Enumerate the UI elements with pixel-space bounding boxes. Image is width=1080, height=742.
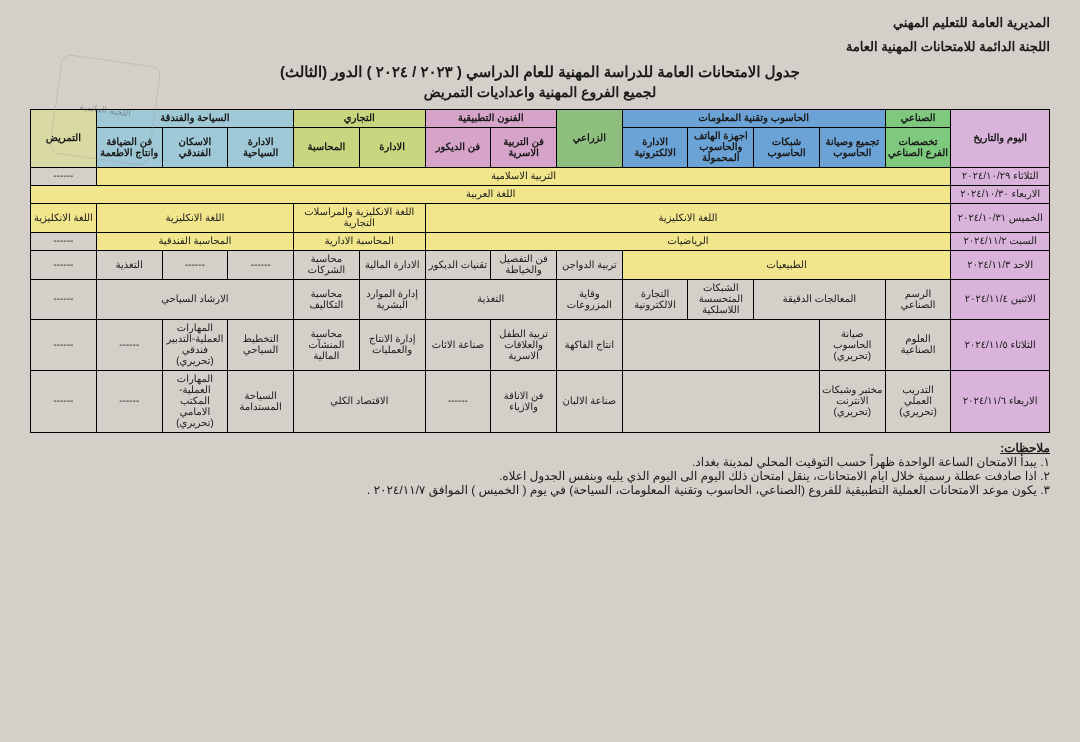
grp-industrial: الصناعي — [885, 110, 951, 128]
row-0: الثلاثاء ٢٠٢٤/١٠/٢٩ التربية الاسلامية --… — [31, 168, 1050, 186]
empty-cell: ------ — [228, 251, 294, 280]
practical: التدريب العملي (تحريري) — [885, 371, 951, 433]
empty-cell: ------ — [31, 168, 97, 186]
plant: وقاية المزروعات — [556, 280, 622, 320]
fin-admin: الادارة المالية — [359, 251, 425, 280]
subject-full: التربية الاسلامية — [96, 168, 951, 186]
sub-com2: المحاسبة — [294, 128, 360, 168]
empty-cell: ------ — [162, 251, 228, 280]
empty-cell: ------ — [96, 320, 162, 371]
subject-full: اللغة العربية — [31, 186, 951, 204]
empty-cell: ------ — [31, 371, 97, 433]
row-2: الخميس ٢٠٢٤/١٠/٣١ اللغة الانكليزية اللغة… — [31, 204, 1050, 233]
decor-tech: تقنيات الديكور — [425, 251, 491, 280]
empty-cell: ------ — [31, 233, 97, 251]
sub-tou1: الادارة السياحية — [228, 128, 294, 168]
empty-cell: ------ — [31, 320, 97, 371]
date-cell: الخميس ٢٠٢٤/١٠/٣١ — [951, 204, 1050, 233]
phys: الطبيعيات — [622, 251, 951, 280]
eng-nurs: اللغة الانكليزية — [31, 204, 97, 233]
note-3: ٣. يكون موعد الامتحانات العملية التطبيقي… — [30, 483, 1050, 497]
sub-com1: الادارة — [359, 128, 425, 168]
date-cell: الاربعاء ٢٠٢٤/١٠/٣٠ — [951, 186, 1050, 204]
row-3: السبت ٢٠٢٤/١١/٢ الرياضيات المحاسبة الادا… — [31, 233, 1050, 251]
tour-plan: التخطيط السياحي — [228, 320, 294, 371]
date-cell: الثلاثاء ٢٠٢٤/١٠/٢٩ — [951, 168, 1050, 186]
empty-cell: ------ — [96, 371, 162, 433]
acc-admin: المحاسبة الادارية — [294, 233, 425, 251]
date-cell: الاحد ٢٠٢٤/١١/٣ — [951, 251, 1050, 280]
ind-draw: الرسم الصناعي — [885, 280, 951, 320]
empty-cell — [622, 320, 819, 371]
fashion: فن الاناقة والازياء — [491, 371, 557, 433]
nutrition: التغذية — [96, 251, 162, 280]
grp-agri: الزراعي — [556, 110, 622, 168]
row-1: الاربعاء ٢٠٢٤/١٠/٣٠ اللغة العربية — [31, 186, 1050, 204]
sub-cmp2: شبكات الحاسوب — [754, 128, 820, 168]
math-main: الرياضيات — [425, 233, 951, 251]
fac-acc: محاسبة المنشآت المالية — [294, 320, 360, 371]
nutr2: التغذية — [425, 280, 556, 320]
poultry: تربية الدواجن — [556, 251, 622, 280]
row-6: الثلاثاء ٢٠٢٤/١١/٥ العلوم الصناعية صيانة… — [31, 320, 1050, 371]
ind-sci: العلوم الصناعية — [885, 320, 951, 371]
doc-subtitle: لجميع الفروع المهنية واعداديات التمريض — [30, 84, 1050, 101]
guide: الارشاد السياحي — [96, 280, 293, 320]
exam-schedule-table: اليوم والتاريخ الصناعي الحاسوب وتقنية ال… — [30, 109, 1050, 433]
ecom: التجارة الالكترونية — [622, 280, 688, 320]
note-2: ٢. اذا صادفت عطلة رسمية خلال ايام الامتح… — [30, 469, 1050, 483]
notes-label: ملاحظات: — [1000, 441, 1050, 455]
official-stamp: اللجنة الدائمية — [49, 54, 162, 167]
hr: إدارة الموارد البشرية — [359, 280, 425, 320]
prod-mgmt: إدارة الانتاج والعمليات — [359, 320, 425, 371]
sub-tou2: الاسكان الفندقي — [162, 128, 228, 168]
sust-tour: السياحة المستدامة — [228, 371, 294, 433]
hotel-skill: المهارات العملية-التدبير فندقي (تحريري) — [162, 320, 228, 371]
date-cell: الثلاثاء ٢٠٢٤/١١/٥ — [951, 320, 1050, 371]
precise: المعالجات الدقيقة — [754, 280, 885, 320]
empty-cell: ------ — [31, 280, 97, 320]
empty-cell: ------ — [31, 251, 97, 280]
front-skill: المهارات العملية-المكتب الامامي (تحريري) — [162, 371, 228, 433]
macro: الاقتصاد الكلي — [294, 371, 425, 433]
col-date: اليوم والتاريخ — [951, 110, 1050, 168]
sub-ind: تخصصات الفرع الصناعي — [885, 128, 951, 168]
row-4: الاحد ٢٠٢٤/١١/٣ الطبيعيات تربية الدواجن … — [31, 251, 1050, 280]
sub-cmp1: تجميع وصيانة الحاسوب — [819, 128, 885, 168]
cost: محاسبة التكاليف — [294, 280, 360, 320]
dairy: صناعة الالبان — [556, 371, 622, 433]
grp-comm: التجاري — [294, 110, 425, 128]
note-1: ١. يبدأ الامتحان الساعة الواحدة ظهراً حس… — [30, 455, 1050, 469]
sub-art2: فن الديكور — [425, 128, 491, 168]
doc-title: جدول الامتحانات العامة للدراسة المهنية ل… — [30, 63, 1050, 81]
row-7: الاربعاء ٢٠٢٤/١١/٦ التدريب العملي (تحرير… — [31, 371, 1050, 433]
notes-block: ملاحظات: ١. يبدأ الامتحان الساعة الواحدة… — [30, 441, 1050, 497]
empty-cell — [622, 371, 819, 433]
sub-cmp3: اجهزة الهاتف والحاسوب المحمولة — [688, 128, 754, 168]
fruit: انتاج الفاكهة — [556, 320, 622, 371]
acc-hotel: المحاسبة الفندقية — [96, 233, 293, 251]
wireless: الشبكات المتحسسة اللاسلكية — [688, 280, 754, 320]
org-line2: اللجنة الدائمة للامتحانات المهنية العامة — [30, 39, 1050, 55]
eng-main: اللغة الانكليزية — [425, 204, 951, 233]
empty-cell: ------ — [425, 371, 491, 433]
sub-art1: فن التربية الاسرية — [491, 128, 557, 168]
date-cell: الاربعاء ٢٠٢٤/١١/٦ — [951, 371, 1050, 433]
corp-acc: محاسبة الشركات — [294, 251, 360, 280]
hw-maint: صيانة الحاسوب (تحريري) — [819, 320, 885, 371]
date-cell: الاثنين ٢٠٢٤/١١/٤ — [951, 280, 1050, 320]
date-cell: السبت ٢٠٢٤/١١/٢ — [951, 233, 1050, 251]
org-line1: المديرية العامة للتعليم المهني — [30, 15, 1050, 31]
child: تربية الطفل والعلاقات الاسرية — [491, 320, 557, 371]
tailor: فن التفصيل والخياطة — [491, 251, 557, 280]
grp-computer: الحاسوب وتقنية المعلومات — [622, 110, 885, 128]
sub-cmp4: الادارة الالكترونية — [622, 128, 688, 168]
net-lab: مختبر وشبكات الانترنت (تحريري) — [819, 371, 885, 433]
row-5: الاثنين ٢٠٢٤/١١/٤ الرسم الصناعي المعالجا… — [31, 280, 1050, 320]
grp-arts: الفنون التطبيقية — [425, 110, 556, 128]
eng-tour: اللغة الانكليزية — [96, 204, 293, 233]
furn: صناعة الاثاث — [425, 320, 491, 371]
eng-comm: اللغة الانكليزية والمراسلات التجارية — [294, 204, 425, 233]
